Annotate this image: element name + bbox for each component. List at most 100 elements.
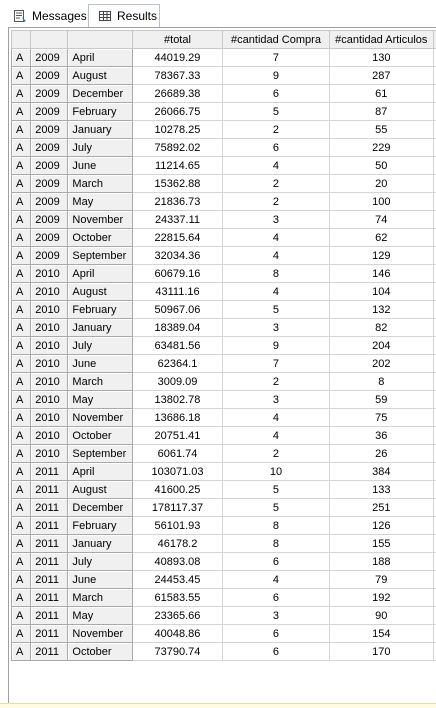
cell-month[interactable]: July [68,553,133,571]
cell-total[interactable]: 10278.25 [133,121,223,139]
cell-year[interactable]: 2010 [31,301,68,319]
cell-year[interactable]: 2011 [31,517,68,535]
cell-month[interactable]: June [68,355,133,373]
cell-month[interactable]: January [68,319,133,337]
cell-cantidad-articulos[interactable]: 154 [330,625,434,643]
cell-total[interactable]: 40048.86 [133,625,223,643]
cell-cantidad-compra[interactable]: 9 [222,67,329,85]
cell-month[interactable]: June [68,571,133,589]
cell-total[interactable]: 6061.74 [133,445,223,463]
cell-year[interactable]: 2009 [31,67,68,85]
cell-year[interactable]: 2009 [31,247,68,265]
column-header-total[interactable]: #total [133,31,223,49]
cell-total[interactable]: 11214.65 [133,157,223,175]
cell-total[interactable]: 22815.64 [133,229,223,247]
cell-month[interactable]: July [68,139,133,157]
cell-cantidad-compra[interactable]: 4 [222,427,329,445]
cell-month[interactable]: October [68,643,133,661]
cell-code[interactable]: A [12,445,31,463]
cell-total[interactable]: 56101.93 [133,517,223,535]
column-header-cantidad-articulos[interactable]: #cantidad Articulos [330,31,434,49]
cell-code[interactable]: A [12,121,31,139]
cell-month[interactable]: December [68,85,133,103]
cell-year[interactable]: 2010 [31,337,68,355]
cell-code[interactable]: A [12,643,31,661]
cell-cantidad-articulos[interactable]: 8 [330,373,434,391]
cell-code[interactable]: A [12,283,31,301]
cell-month[interactable]: May [68,193,133,211]
cell-cantidad-compra[interactable]: 6 [222,643,329,661]
cell-year[interactable]: 2011 [31,625,68,643]
cell-cantidad-compra[interactable]: 5 [222,481,329,499]
cell-month[interactable]: April [68,265,133,283]
cell-year[interactable]: 2011 [31,481,68,499]
cell-cantidad-articulos[interactable]: 133 [330,481,434,499]
cell-total[interactable]: 24337.11 [133,211,223,229]
cell-total[interactable]: 13802.78 [133,391,223,409]
cell-month[interactable]: November [68,409,133,427]
cell-cantidad-articulos[interactable]: 192 [330,589,434,607]
cell-total[interactable]: 60679.16 [133,265,223,283]
cell-cantidad-articulos[interactable]: 287 [330,67,434,85]
cell-year[interactable]: 2011 [31,463,68,481]
cell-year[interactable]: 2011 [31,553,68,571]
cell-cantidad-articulos[interactable]: 90 [330,607,434,625]
cell-code[interactable]: A [12,85,31,103]
cell-code[interactable]: A [12,319,31,337]
cell-code[interactable]: A [12,229,31,247]
cell-cantidad-articulos[interactable]: 59 [330,391,434,409]
cell-cantidad-compra[interactable]: 3 [222,319,329,337]
cell-cantidad-articulos[interactable]: 155 [330,535,434,553]
cell-code[interactable]: A [12,49,31,67]
cell-total[interactable]: 62364.1 [133,355,223,373]
cell-total[interactable]: 50967.06 [133,301,223,319]
cell-cantidad-compra[interactable]: 2 [222,175,329,193]
cell-cantidad-compra[interactable]: 6 [222,139,329,157]
cell-year[interactable]: 2010 [31,265,68,283]
cell-month[interactable]: November [68,625,133,643]
cell-total[interactable]: 21836.73 [133,193,223,211]
cell-cantidad-articulos[interactable]: 384 [330,463,434,481]
cell-total[interactable]: 41600.25 [133,481,223,499]
cell-year[interactable]: 2009 [31,175,68,193]
cell-total[interactable]: 24453.45 [133,571,223,589]
cell-month[interactable]: August [68,283,133,301]
cell-total[interactable]: 61583.55 [133,589,223,607]
cell-month[interactable]: December [68,499,133,517]
cell-code[interactable]: A [12,247,31,265]
cell-code[interactable]: A [12,157,31,175]
cell-cantidad-articulos[interactable]: 75 [330,409,434,427]
cell-total[interactable]: 75892.02 [133,139,223,157]
cell-total[interactable]: 63481.56 [133,337,223,355]
cell-year[interactable]: 2011 [31,571,68,589]
cell-total[interactable]: 23365.66 [133,607,223,625]
cell-total[interactable]: 26689.38 [133,85,223,103]
column-header[interactable] [12,31,31,49]
cell-cantidad-compra[interactable]: 5 [222,103,329,121]
cell-cantidad-articulos[interactable]: 87 [330,103,434,121]
cell-cantidad-compra[interactable]: 5 [222,301,329,319]
cell-month[interactable]: June [68,157,133,175]
cell-code[interactable]: A [12,571,31,589]
cell-code[interactable]: A [12,589,31,607]
cell-year[interactable]: 2010 [31,319,68,337]
